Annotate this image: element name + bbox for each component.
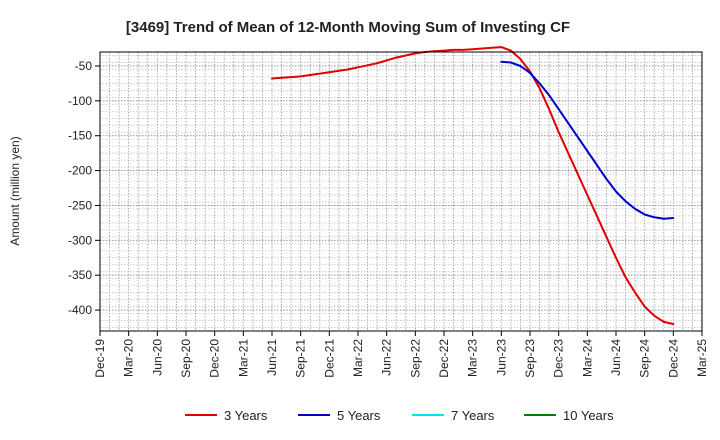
series-line-5-years bbox=[500, 60, 675, 220]
x-tick-label: Sep-21 bbox=[294, 339, 308, 378]
x-tick-label: Dec-21 bbox=[322, 339, 336, 378]
y-tick-label: -400 bbox=[68, 303, 92, 317]
y-tick-label: -250 bbox=[68, 198, 92, 212]
y-tick-label: -100 bbox=[68, 94, 92, 108]
x-tick-label: Dec-19 bbox=[93, 339, 107, 378]
x-tick-label: Dec-24 bbox=[666, 339, 680, 378]
x-tick-label: Mar-25 bbox=[695, 339, 709, 377]
x-tick-label: Jun-21 bbox=[265, 339, 279, 376]
x-tick-label: Sep-23 bbox=[523, 339, 537, 378]
x-tick-label: Dec-22 bbox=[437, 339, 451, 378]
x-tick-label: Dec-20 bbox=[208, 339, 222, 378]
legend: 3 Years 5 Years 7 Years 10 Years bbox=[185, 408, 614, 423]
series-line-3-years bbox=[271, 46, 675, 325]
series-layer bbox=[271, 46, 675, 325]
y-axis-ticks: -50 -100 -150 -200 -250 -300 -350 -400 bbox=[68, 59, 100, 317]
x-tick-label: Mar-21 bbox=[236, 339, 250, 377]
y-axis-label: Amount (million yen) bbox=[8, 136, 22, 245]
x-tick-label: Jun-23 bbox=[494, 339, 508, 376]
x-axis-ticks: Dec-19 Mar-20 Jun-20 Sep-20 Dec-20 Mar-21 Jun-… bbox=[93, 331, 709, 378]
x-tick-label: Jun-22 bbox=[380, 339, 394, 376]
legend-label-10-years: 10 Years bbox=[563, 408, 614, 423]
y-tick-label: -50 bbox=[75, 59, 93, 73]
x-tick-label: Sep-24 bbox=[638, 339, 652, 378]
y-tick-label: -200 bbox=[68, 164, 92, 178]
legend-label-7-years: 7 Years bbox=[451, 408, 495, 423]
x-tick-label: Mar-23 bbox=[466, 339, 480, 377]
x-tick-label: Sep-22 bbox=[408, 339, 422, 378]
y-tick-label: -350 bbox=[68, 268, 92, 282]
x-tick-label: Jun-24 bbox=[609, 339, 623, 376]
y-tick-label: -150 bbox=[68, 129, 92, 143]
x-tick-label: Dec-23 bbox=[552, 339, 566, 378]
grid-lines bbox=[100, 52, 702, 331]
x-tick-label: Jun-20 bbox=[150, 339, 164, 376]
x-tick-label: Mar-20 bbox=[122, 339, 136, 377]
plot-area bbox=[100, 52, 702, 331]
plot-frame bbox=[99, 51, 703, 332]
legend-label-3-years: 3 Years bbox=[224, 408, 268, 423]
legend-label-5-years: 5 Years bbox=[337, 408, 381, 423]
x-tick-label: Mar-24 bbox=[580, 339, 594, 377]
x-tick-label: Mar-22 bbox=[351, 339, 365, 377]
chart-title: [3469] Trend of Mean of 12-Month Moving … bbox=[126, 19, 570, 36]
y-tick-label: -300 bbox=[68, 233, 92, 247]
x-tick-label: Sep-20 bbox=[179, 339, 193, 378]
